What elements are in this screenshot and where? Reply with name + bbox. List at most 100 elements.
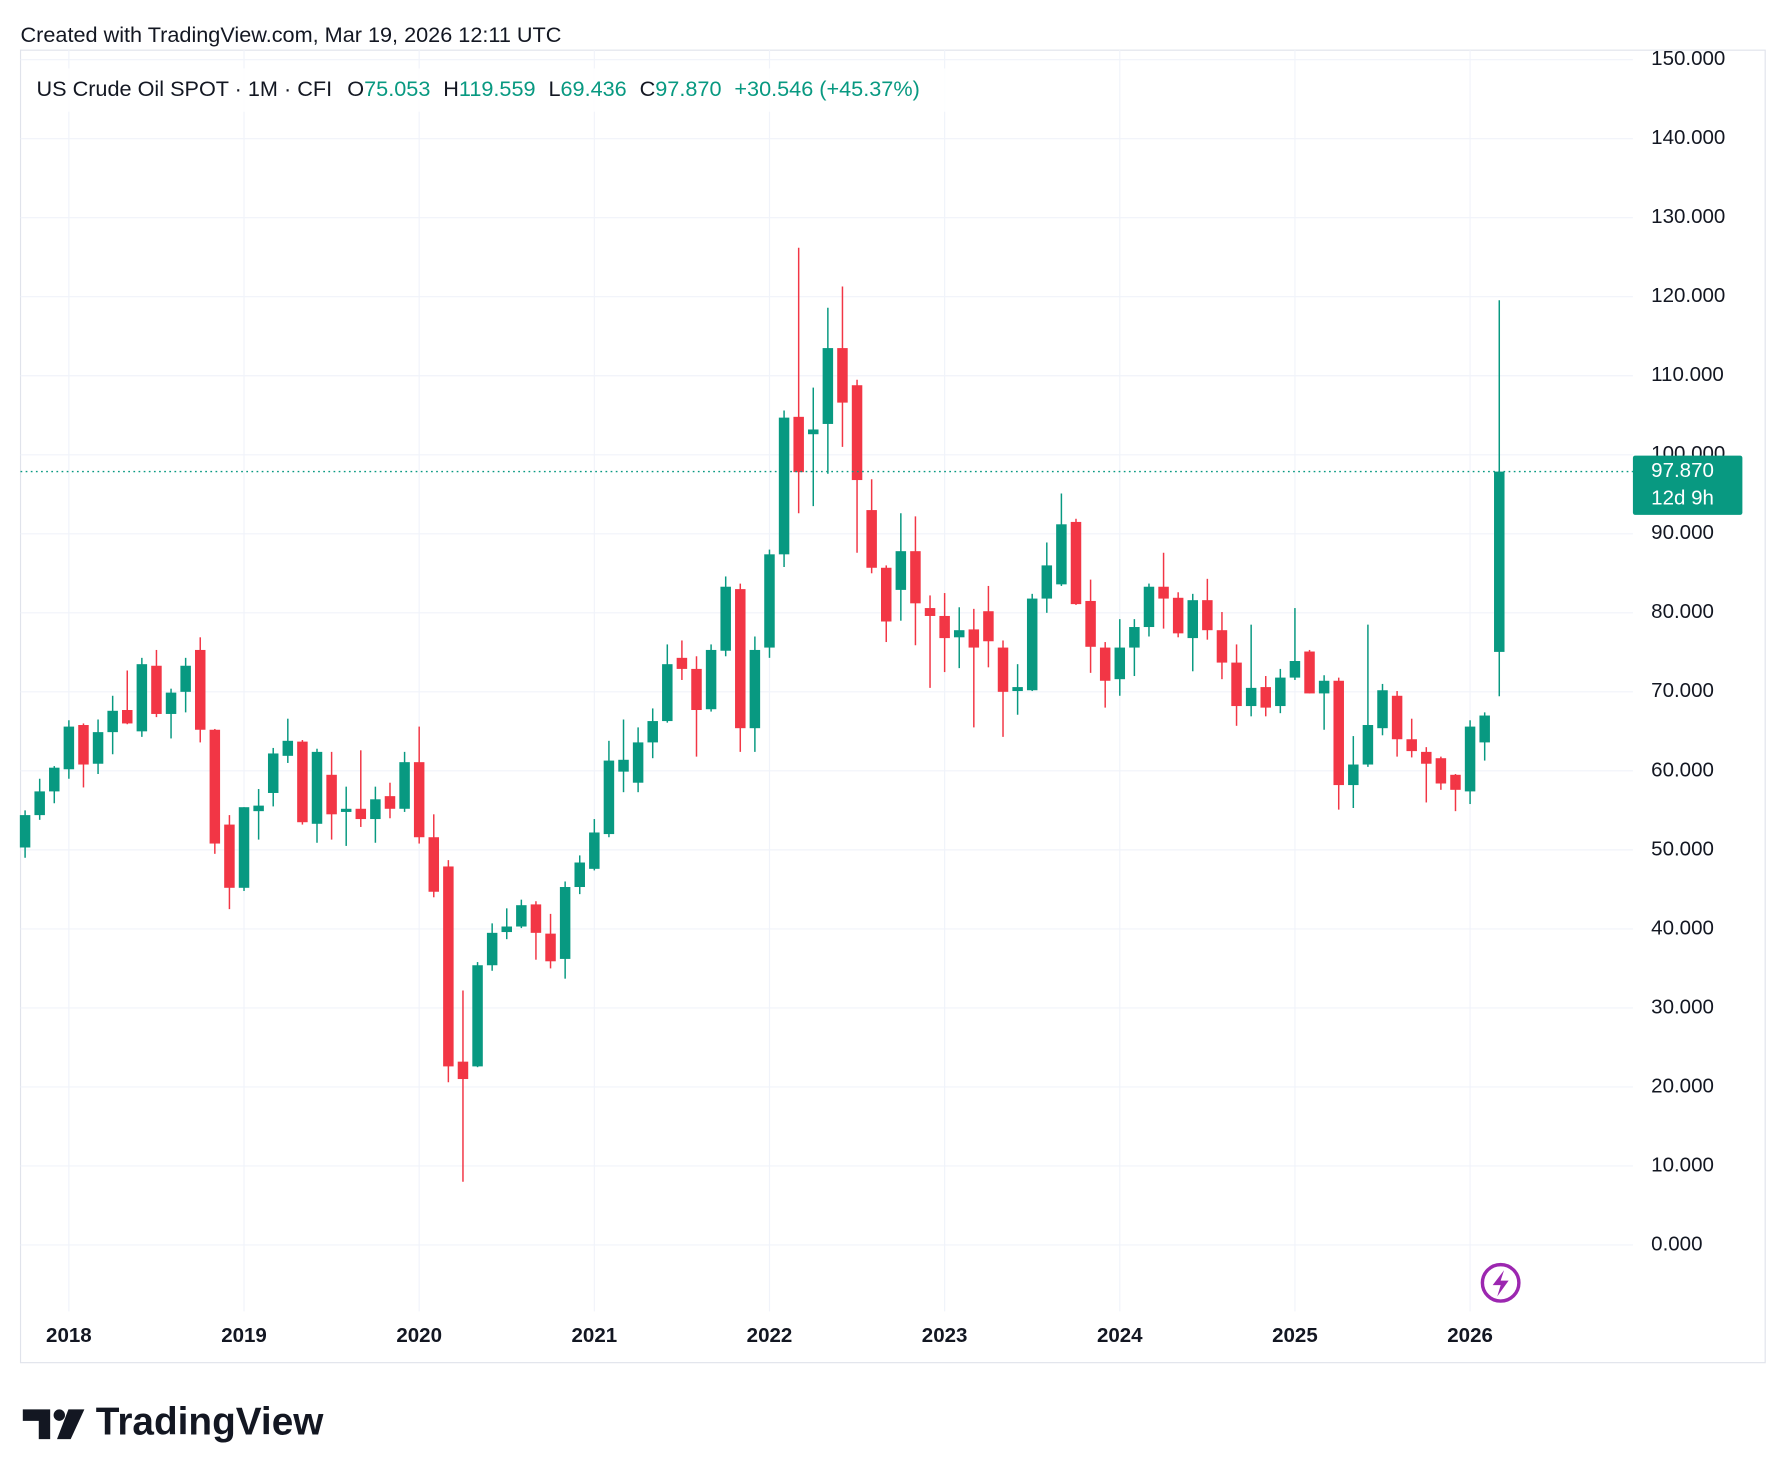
candle-body (997, 647, 1009, 692)
candle-body (78, 725, 89, 765)
candle-body (1450, 774, 1461, 790)
candle-body (808, 429, 819, 435)
ohlc-key: L (548, 76, 560, 101)
candle-body (662, 664, 673, 722)
y-tick-label: 80.000 (1651, 600, 1714, 623)
y-tick-label: 130.000 (1651, 205, 1725, 228)
candle-body (822, 348, 834, 424)
candle-body (924, 608, 936, 616)
ohlc-value: 97.870 (655, 76, 721, 101)
candle-body (603, 760, 615, 835)
candle-body (589, 832, 600, 869)
last-price-box (1632, 455, 1743, 515)
candle-body (457, 1061, 469, 1080)
candle-body (530, 904, 542, 933)
y-tick-label: 50.000 (1651, 837, 1714, 860)
candle-body (19, 815, 31, 848)
candle-body (1333, 680, 1344, 786)
candles (19, 247, 1505, 1182)
candle-body (1056, 524, 1067, 585)
candle-body (194, 649, 206, 730)
candle-body (107, 710, 118, 733)
candle-body (1143, 586, 1155, 628)
candle-body (282, 740, 294, 756)
candle-body (735, 589, 746, 729)
legend-bg (22, 68, 1072, 112)
candle-body (326, 774, 337, 815)
candle-body (238, 807, 250, 888)
chart-frame (19, 49, 1766, 1364)
x-tick-label: 2020 (396, 1324, 442, 1347)
candle-body (647, 721, 658, 743)
y-tick-label: 60.000 (1651, 758, 1714, 781)
legend: US Crude Oil SPOT · 1M · CFI O75.053 H11… (36, 76, 919, 101)
candle-body (939, 615, 950, 639)
candle-body (574, 862, 585, 888)
candle-body (136, 664, 148, 732)
candle-body (691, 668, 702, 711)
candle-body (837, 348, 848, 403)
ohlc-value: 119.559 (459, 76, 536, 101)
candle-body (851, 385, 863, 481)
candle-body (486, 932, 498, 966)
candle-body (983, 611, 994, 642)
candle-body (355, 808, 367, 820)
candle-body (1231, 662, 1242, 707)
candle-body (545, 933, 556, 962)
created-note: Created with TradingView.com, Mar 19, 20… (21, 22, 562, 47)
candle-body (1362, 725, 1374, 765)
x-tick-label: 2026 (1447, 1324, 1493, 1347)
x-tick-label: 2024 (1097, 1324, 1143, 1347)
candle-body (224, 824, 235, 888)
candle-body (1464, 726, 1476, 792)
candle-body (749, 649, 761, 729)
grid: 0.000 10.000 20.000 30.000 40.000 50.000 60.00… (20, 47, 1725, 1347)
candle-body (253, 805, 264, 812)
candle-body (1245, 687, 1257, 707)
y-tick-label: 20.000 (1651, 1074, 1714, 1097)
candle-body (1421, 751, 1432, 764)
change: +30.546 (+45.37%) (734, 76, 919, 101)
ohlc-key: C (640, 76, 656, 101)
brand-logo (22, 1409, 85, 1440)
y-tick-label: 40.000 (1651, 916, 1714, 939)
candle-body (1070, 521, 1082, 605)
last-price-label: 97.870 (1651, 459, 1714, 482)
y-tick-label: 30.000 (1651, 995, 1714, 1018)
candle-body (1494, 471, 1505, 652)
candle-body (1158, 586, 1169, 599)
candle-body (1348, 764, 1359, 786)
y-tick-label: 0.000 (1651, 1232, 1702, 1255)
ohlc-value: 75.053 (364, 76, 430, 101)
x-tick-label: 2023 (922, 1324, 968, 1347)
candle-body (793, 416, 804, 473)
candle-body (443, 866, 454, 1067)
ohlc-key: O (347, 76, 364, 101)
candle-body (399, 762, 410, 809)
y-tick-label: 120.000 (1651, 284, 1725, 307)
candle-body (1304, 651, 1315, 694)
y-tick-label: 90.000 (1651, 521, 1714, 544)
ohlc-key: H (443, 76, 459, 101)
candle-body (165, 692, 177, 714)
candle-body (297, 741, 308, 823)
candle-body (1318, 680, 1330, 694)
candle-body (1085, 600, 1096, 647)
candle-body (895, 551, 907, 590)
candle-body (370, 799, 381, 820)
candle-body (1114, 647, 1126, 680)
candle-body (1391, 695, 1403, 740)
ohlc-value: 69.436 (560, 76, 626, 101)
candle-body (881, 567, 892, 622)
x-tick-label: 2018 (46, 1324, 92, 1347)
candle-body (1099, 647, 1111, 681)
candle-body (866, 510, 877, 568)
candle-body (49, 767, 60, 792)
candle-body (34, 791, 45, 816)
candle-body (1377, 690, 1388, 729)
candle-body (1172, 597, 1184, 634)
candle-body (705, 649, 717, 710)
candle-body (1187, 600, 1199, 639)
candle-body (384, 796, 396, 809)
